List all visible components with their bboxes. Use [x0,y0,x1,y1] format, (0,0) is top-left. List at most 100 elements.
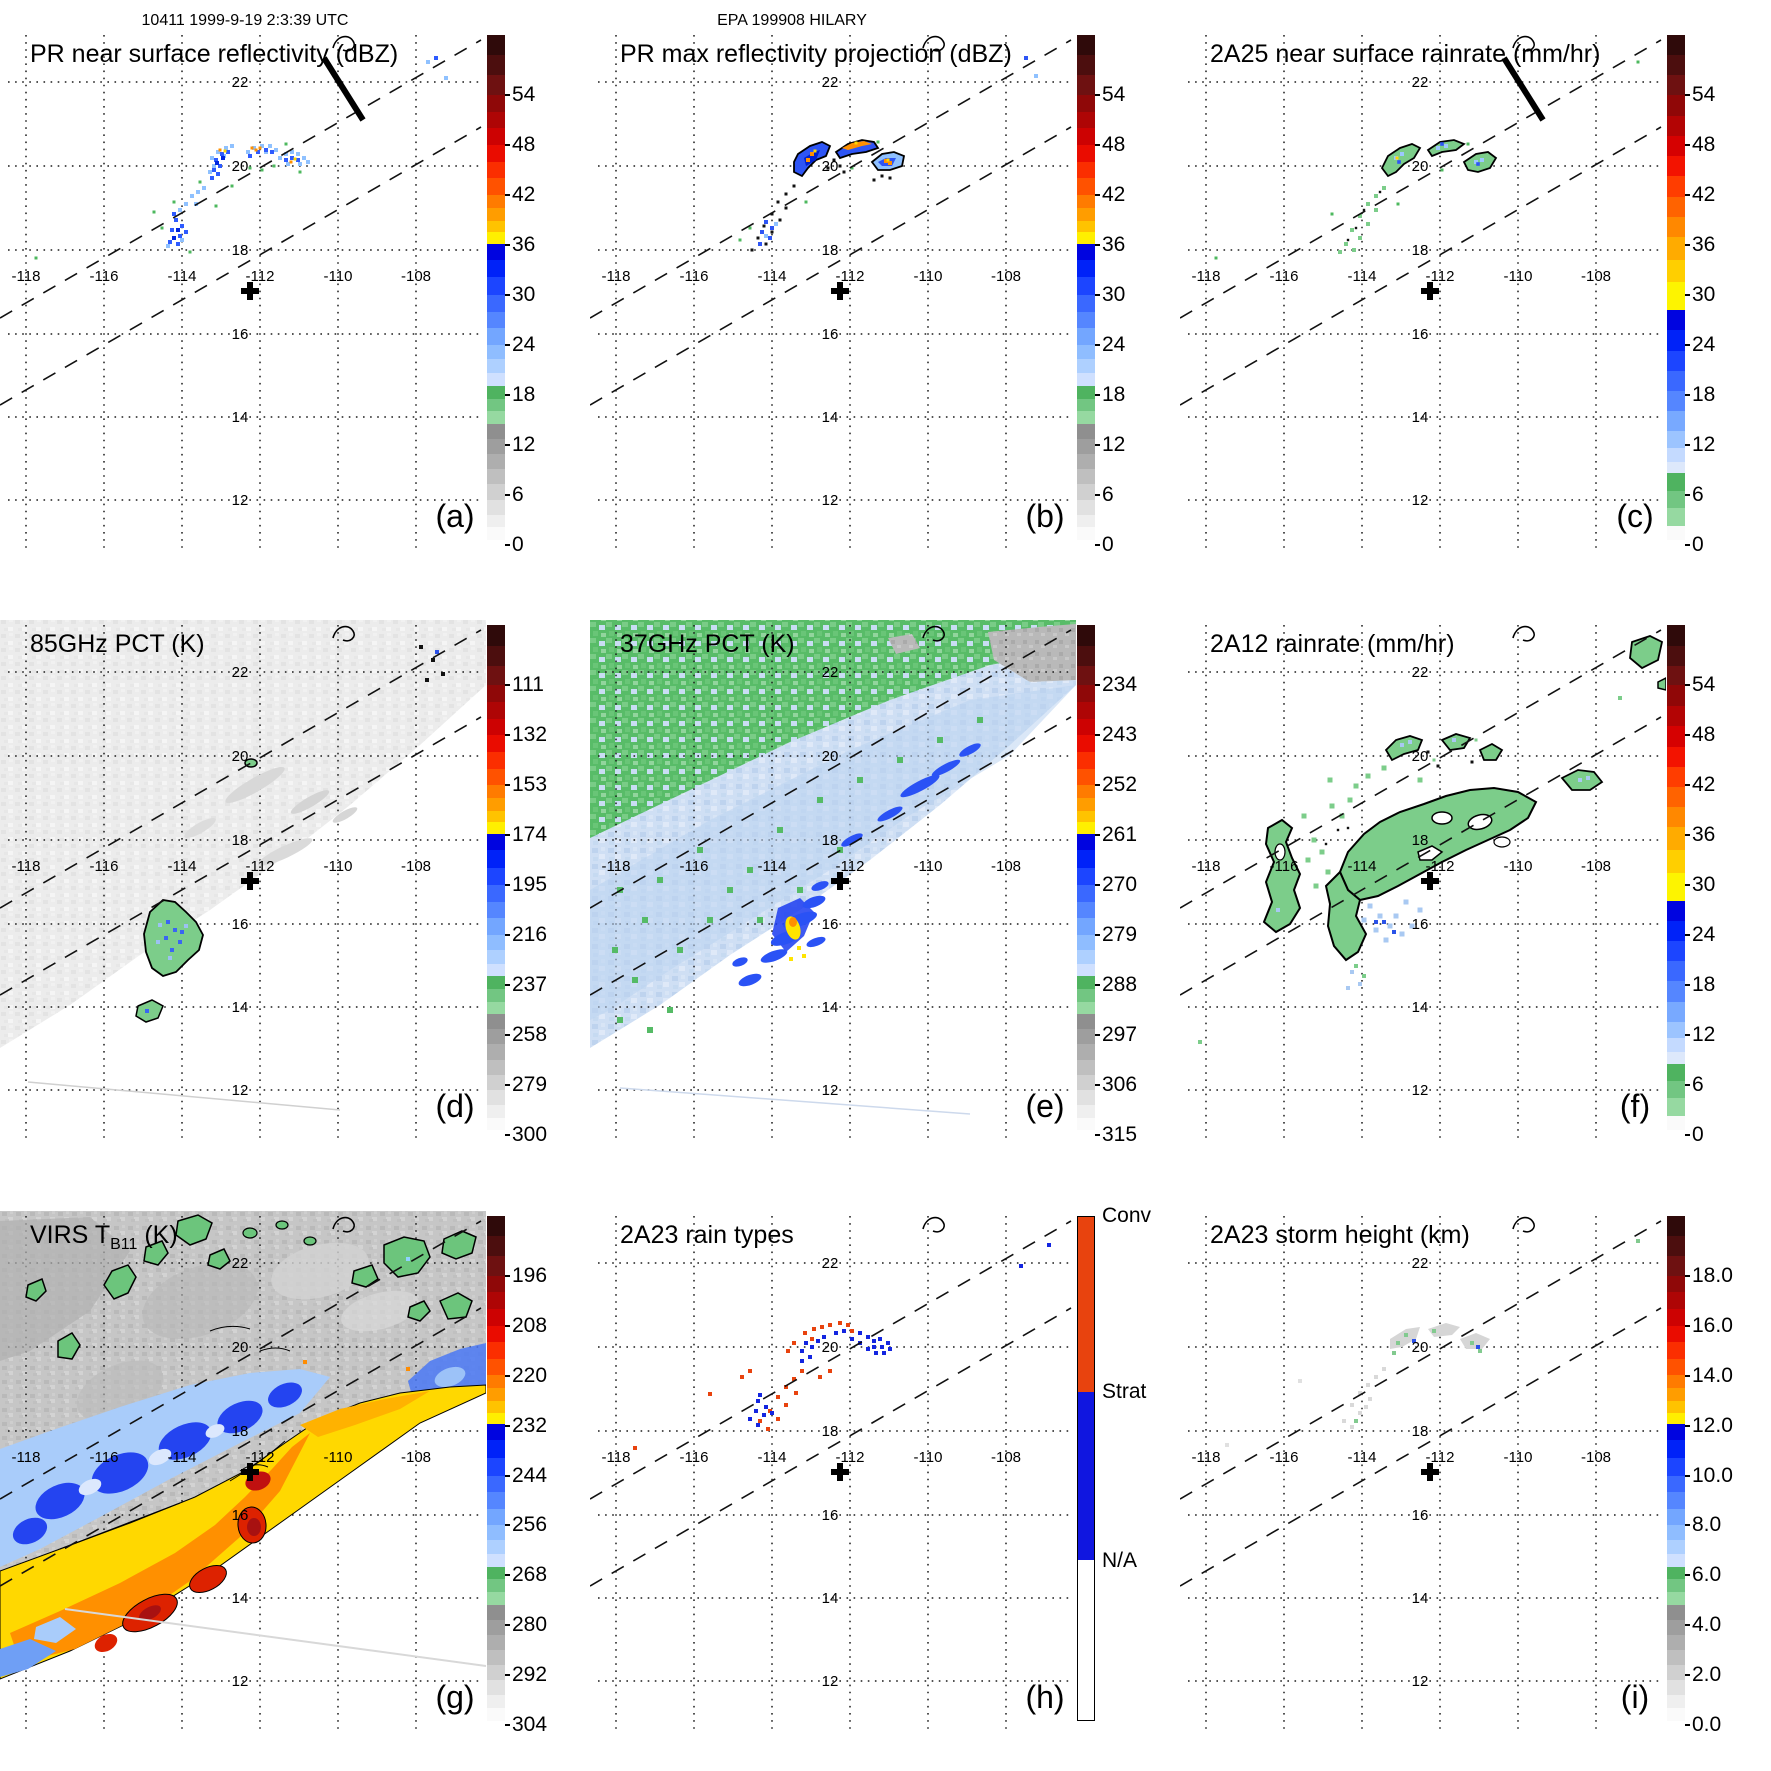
colorbar-tick [1685,1083,1690,1086]
lat-label: 18 [1412,242,1429,259]
panel-i-map: -118 -116 -114 -112 -110 -108 22 20 18 16 14 12 [1180,1215,1662,1733]
colorbar-tick [1095,1034,1100,1037]
lon-label: -108 [401,858,431,875]
lat-label: 16 [1412,1507,1429,1524]
map-pixel [818,1374,822,1379]
map-pixel [647,1027,653,1034]
map-feature [1380,143,1422,178]
colorbar-segment [487,885,505,904]
map-feature [103,1263,137,1300]
swath-edge-dashed-line [0,629,482,910]
colorbar-tick [1095,834,1100,837]
colorbar-segment [1667,431,1685,450]
panel-d-letter: (d) [435,1088,475,1125]
map-pixel [1313,883,1319,889]
colorbar-segment [1077,885,1095,904]
colorbar-tick [1685,144,1690,147]
lat-label: 12 [232,1082,249,1099]
colorbar-label: 234 [1102,673,1138,697]
colorbar-segment [487,277,505,297]
map-feature [0,1638,56,1677]
map-pixel [298,162,302,166]
map-feature [842,141,872,150]
map-pixel [1396,202,1400,206]
colorbar-segment [1077,95,1095,114]
graticule-labels: -118 -116 -114 -112 -110 -108 22 20 18 16 14 12 [602,1255,1021,1690]
colorbar-segment [487,752,505,771]
hurricane-symbol-icon [1512,35,1535,52]
map-pixel [184,202,188,206]
map-pixel [808,1354,812,1359]
lon-label: -116 [680,858,709,875]
colorbar-segment [1667,1215,1685,1238]
colorbar-tick [505,94,510,97]
colorbar-segment [487,902,505,920]
map-pixel [977,717,983,724]
colorbar-segment [1077,752,1095,771]
panel-d-map: -118 -116 -114 -112 -110 -108 22 20 18 16 14 12 [0,620,486,1143]
map-pixel [882,1350,886,1355]
colorbar-label: 12 [512,432,536,456]
colorbar-label: 288 [1102,973,1138,997]
map-pixel [1476,162,1480,166]
graticule-labels: -118 -116 -114 -112 -110 -108 22 20 18 16 14 12 [602,664,1021,1099]
lon-label: -112 [836,268,865,285]
swath-edge-dashed-line [0,39,482,319]
map-pixel [303,1359,307,1364]
colorbar-label: 42 [1692,773,1716,797]
colorbar-segment [1077,735,1095,754]
colorbar-segment [1077,499,1095,517]
map-pixel [816,1338,820,1343]
colorbar-segment [1667,1579,1685,1594]
map-pixel [1366,1382,1370,1387]
map-pixel [1366,222,1370,226]
map-feature [25,1277,47,1302]
colorbar-segment [487,220,505,234]
map-pixel [1346,827,1350,830]
colorbar-label: 243 [1102,723,1138,747]
map-feature [351,1263,379,1288]
storm-center-cross [831,1462,849,1481]
swath-edge-dashed-line [590,126,1072,406]
map-pixel [1382,920,1386,925]
lat-label: 16 [822,916,839,933]
map-pixel [842,1328,846,1333]
map-pixel [1365,773,1371,779]
map-pixel [1047,1242,1051,1247]
panel-e-letter: (e) [1025,1088,1065,1125]
map-pixel [1374,1374,1378,1379]
map-pixel [180,224,184,228]
map-pixel [1346,238,1350,242]
map-pixel [1470,1340,1474,1345]
colorbar-label: 6 [1102,482,1114,506]
colorbar-segment [1667,216,1685,239]
map-pixel [1019,1263,1023,1268]
map-feature [259,1347,291,1352]
lat-label: 20 [822,1339,839,1356]
colorbar-label: 42 [512,182,536,206]
map-pixel [215,161,219,165]
panel-h-map: -118 -116 -114 -112 -110 -108 22 20 18 16 14 12 [590,1215,1072,1733]
colorbar-segment [1077,1074,1095,1092]
map-pixel [858,1330,862,1335]
colorbar-tick [1685,934,1690,937]
map-feature [143,899,204,978]
map-pixel [1373,927,1379,933]
lon-label: -112 [246,268,275,285]
map-pixel [888,176,892,180]
map-pixel [158,923,162,928]
lon-label: -108 [1581,1449,1611,1466]
map-feature [332,807,358,824]
panel-h-letter: (h) [1025,1678,1065,1715]
colorbar-segment [1667,1508,1685,1527]
colorbar-segment [487,231,505,246]
colorbar-label: 12 [1102,432,1126,456]
colorbar-label: 306 [1102,1072,1138,1096]
colorbar-segment [487,1539,505,1556]
colorbar-segment [487,625,505,648]
colorbar-tick [1685,343,1690,346]
colorbar-label: 111 [512,673,544,697]
colorbar-segment [1667,1634,1685,1652]
map-pixel [857,777,863,784]
lat-label: 20 [1412,1339,1429,1356]
